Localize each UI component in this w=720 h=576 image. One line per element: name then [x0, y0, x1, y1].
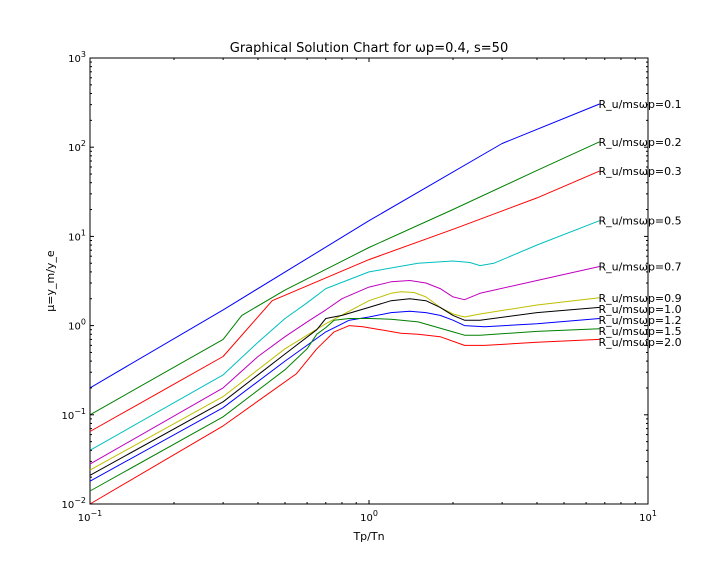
series-label-4: R_u/msωp=0.5	[598, 215, 681, 228]
series-line-4	[89, 220, 600, 451]
series-line-5	[89, 266, 600, 465]
series-label-1: R_u/msωp=0.1	[598, 98, 681, 111]
y-tick-label: 10−2	[61, 496, 86, 511]
series-label-7: R_u/msωp=1.0	[598, 303, 681, 316]
y-axis-label: μ=y_m/y_e	[44, 250, 57, 312]
y-tick-label: 102	[68, 139, 86, 154]
series-label-6: R_u/msωp=0.9	[598, 292, 681, 305]
y-tick-label: 100	[68, 318, 86, 333]
series-line-10	[89, 325, 600, 505]
series-line-6	[89, 291, 600, 471]
series-label-3: R_u/msωp=0.3	[598, 165, 681, 178]
series-line-2	[89, 141, 600, 416]
y-tick-label: 10−1	[61, 407, 86, 422]
x-tick-label: 101	[639, 509, 657, 524]
series-line-7	[89, 298, 600, 476]
series-label-8: R_u/msωp=1.2	[598, 314, 681, 327]
x-tick-label: 100	[360, 509, 378, 524]
series-line-9	[89, 318, 600, 492]
series-line-3	[89, 170, 600, 432]
series-label-10: R_u/msωp=2.0	[598, 336, 681, 349]
series-label-2: R_u/msωp=0.2	[598, 136, 681, 149]
series-line-1	[89, 103, 600, 389]
series-label-9: R_u/msωp=1.5	[598, 325, 681, 338]
plot-frame	[89, 57, 649, 505]
series-layer	[89, 103, 600, 505]
y-tick-label: 103	[68, 50, 86, 65]
chart-title: Graphical Solution Chart for ωp=0.4, s=5…	[230, 41, 508, 56]
x-axis-label: Tp/Tn	[352, 530, 384, 543]
series-label-5: R_u/msωp=0.7	[598, 260, 681, 273]
series-label-layer: R_u/msωp=0.1 R_u/msωp=0.2 R_u/msωp=0.3 R_u/…	[598, 98, 681, 349]
y-tick-label: 101	[68, 228, 86, 243]
x-tick-label: 10−1	[78, 509, 103, 524]
series-line-8	[89, 310, 600, 482]
